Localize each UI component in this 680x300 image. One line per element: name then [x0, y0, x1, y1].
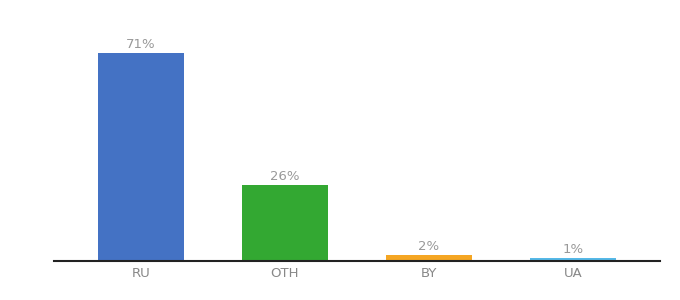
Text: 2%: 2%: [418, 240, 439, 253]
Text: 26%: 26%: [270, 169, 300, 183]
Text: 71%: 71%: [126, 38, 156, 51]
Text: 1%: 1%: [562, 243, 583, 256]
Bar: [386, 255, 473, 261]
Bar: [241, 185, 328, 261]
Bar: [530, 258, 616, 261]
Bar: [98, 53, 184, 261]
